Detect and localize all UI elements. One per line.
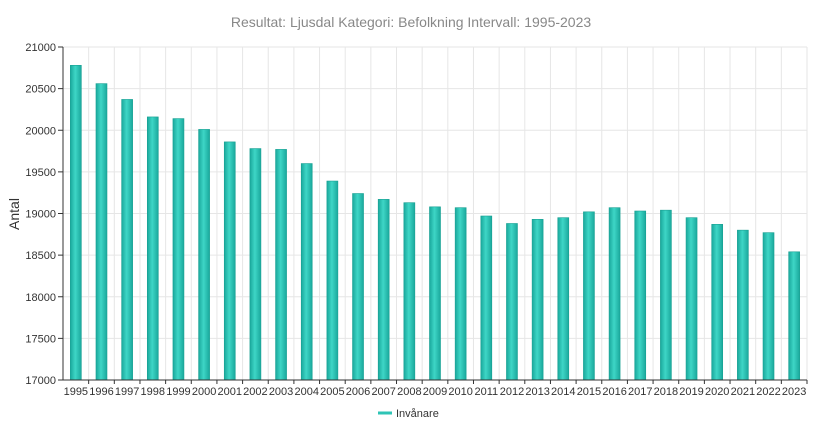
bar-2003[interactable] <box>275 149 287 381</box>
x-tick-label: 2015 <box>577 386 601 398</box>
bar-1996[interactable] <box>95 83 108 381</box>
bar-2020[interactable] <box>711 224 724 381</box>
y-tick-label: 17000 <box>25 375 56 387</box>
x-tick-label: 2012 <box>500 386 524 398</box>
bar-2010[interactable] <box>454 207 467 381</box>
x-tick-label: 2022 <box>756 386 780 398</box>
x-tick-label: 2002 <box>243 386 267 398</box>
x-tick-label: 2021 <box>731 386 755 398</box>
bar-2018[interactable] <box>660 209 672 381</box>
y-tick-label: 18500 <box>25 250 56 262</box>
bar-1995[interactable] <box>70 65 82 381</box>
bar-2006[interactable] <box>352 193 364 381</box>
x-tick-label: 2007 <box>371 386 395 398</box>
x-tick-label: 2013 <box>525 386 549 398</box>
x-tick-label: 2010 <box>448 386 472 398</box>
x-tick-label: 1998 <box>141 386 165 398</box>
bar-2016[interactable] <box>608 207 621 381</box>
x-tick-label: 1996 <box>89 386 113 398</box>
x-tick-label: 2023 <box>782 386 806 398</box>
bar-2015[interactable] <box>583 211 595 381</box>
chart-title: Resultat: Ljusdal Kategori: Befolkning I… <box>231 14 592 30</box>
y-tick-label: 21000 <box>25 42 56 54</box>
y-tick-label: 17500 <box>25 333 56 345</box>
y-tick-label: 20000 <box>25 125 56 137</box>
bar-2011[interactable] <box>480 215 493 381</box>
x-tick-label: 2019 <box>679 386 703 398</box>
y-tick-label: 18000 <box>25 292 56 304</box>
x-tick-label: 2011 <box>474 386 498 398</box>
bar-1998[interactable] <box>146 116 159 381</box>
x-tick-label: 2017 <box>628 386 652 398</box>
x-tick-label: 1999 <box>166 386 190 398</box>
grid <box>62 46 808 381</box>
x-tick-label: 2009 <box>423 386 447 398</box>
bar-2023[interactable] <box>788 251 800 381</box>
x-tick-label: 2008 <box>397 386 421 398</box>
x-tick-label: 2000 <box>192 386 216 398</box>
x-tick-label: 2004 <box>294 386 318 398</box>
y-axis-label: Antal <box>6 198 22 230</box>
bar-2012[interactable] <box>506 223 518 381</box>
bar-2005[interactable] <box>326 180 339 381</box>
bar-2021[interactable] <box>737 229 749 381</box>
bar-1997[interactable] <box>121 99 133 381</box>
y-tick-label: 19000 <box>25 209 56 221</box>
bar-2008[interactable] <box>403 202 416 381</box>
y-tick-label: 19500 <box>25 167 56 179</box>
bar-2000[interactable] <box>198 129 210 381</box>
bar-2013[interactable] <box>531 219 544 381</box>
bar-2007[interactable] <box>377 199 390 381</box>
x-tick-label: 2020 <box>705 386 729 398</box>
x-tick-label: 2005 <box>320 386 344 398</box>
legend[interactable]: Invånare <box>378 408 439 420</box>
bar-2002[interactable] <box>249 148 262 381</box>
x-tick-label: 2001 <box>218 386 242 398</box>
bar-2004[interactable] <box>300 163 313 381</box>
bar-2017[interactable] <box>634 210 647 381</box>
bar-2009[interactable] <box>429 206 441 381</box>
x-tick-label: 2014 <box>551 386 575 398</box>
bars-group <box>70 65 800 381</box>
x-tick-label: 2018 <box>654 386 678 398</box>
x-tick-label: 2003 <box>269 386 293 398</box>
y-axis: 17000 17500 18000 18500 19000 19500 20000 20500… <box>25 42 64 387</box>
bar-2019[interactable] <box>685 217 698 381</box>
x-tick-label: 1995 <box>64 386 88 398</box>
x-axis: 1995 1996 1997 1998 1999 2000 2001 2002 2003 2004… <box>63 379 808 398</box>
bar-2014[interactable] <box>557 217 570 381</box>
bar-2022[interactable] <box>762 232 775 381</box>
x-tick-label: 2006 <box>346 386 370 398</box>
legend-label: Invånare <box>396 408 439 420</box>
bar-2001[interactable] <box>223 141 236 381</box>
y-tick-label: 20500 <box>25 84 56 96</box>
x-tick-label: 1997 <box>115 386 139 398</box>
bar-1999[interactable] <box>172 118 185 381</box>
x-tick-label: 2016 <box>602 386 626 398</box>
